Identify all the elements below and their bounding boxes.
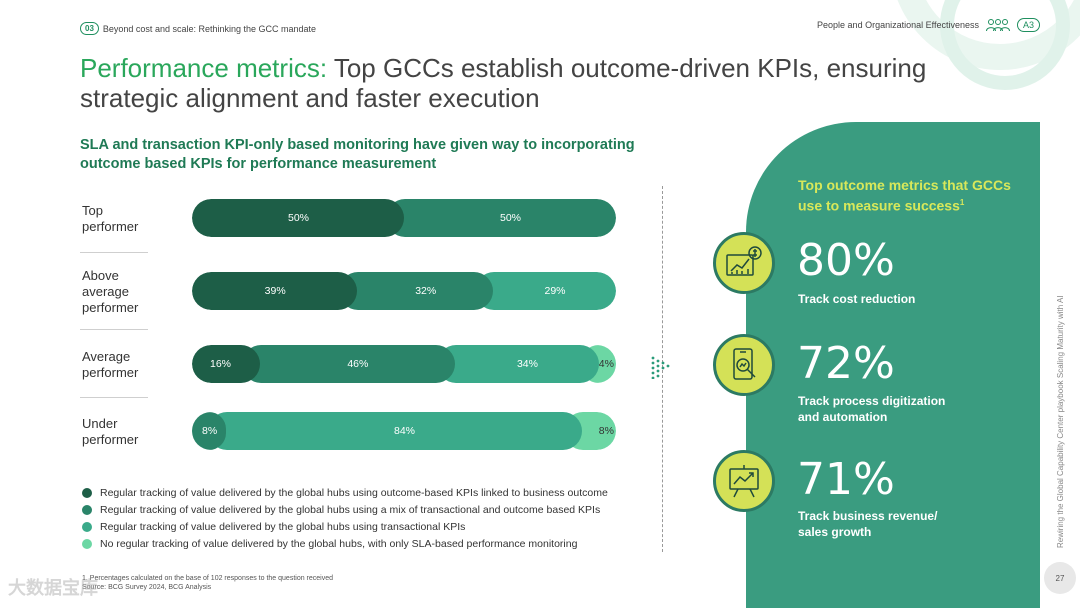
- metric-label-digitization: Track process digitization and automatio…: [798, 394, 946, 424]
- chapter-title: Beyond cost and scale: Rethinking the GC…: [102, 23, 317, 34]
- section-indicator: People and Organizational Effectiveness …: [817, 18, 1040, 32]
- cost-chart-icon: [726, 246, 762, 276]
- legend-item-outcome: Regular tracking of value delivered by t…: [82, 484, 608, 501]
- bar-above-average: 39% 32% 29%: [192, 272, 616, 310]
- bar-segment-outcome: 16%: [192, 345, 260, 383]
- row-separator: [80, 397, 148, 398]
- legend-item-transactional: Regular tracking of value delivered by t…: [82, 518, 608, 535]
- row-label-above-average: Above average performer: [82, 268, 139, 315]
- bar-top-performer: 50% 50%: [192, 199, 616, 237]
- bar-data-label: 34%: [516, 358, 538, 370]
- legend-label: Regular tracking of value delivered by t…: [100, 486, 608, 499]
- footnote: 1. Percentages calculated on the base of…: [82, 574, 333, 592]
- legend-item-sla-only: No regular tracking of value delivered b…: [82, 535, 608, 552]
- bar-average: 16% 46% 34% 4%: [192, 345, 616, 383]
- bar-data-label: 50%: [288, 212, 310, 224]
- row-separator: [80, 252, 148, 253]
- bar-data-label: 4%: [598, 358, 614, 370]
- page-title-rest: Top GCCs establish outcome-driven KPIs, …: [80, 53, 927, 113]
- legend-dot: [82, 538, 92, 549]
- footnote-line: 1. Percentages calculated on the base of…: [82, 575, 334, 582]
- legend-dot: [82, 487, 92, 498]
- bar-data-label: 16%: [210, 358, 232, 370]
- bar-data-label: 39%: [264, 285, 286, 297]
- metric-value-cost: 80%: [797, 235, 895, 286]
- row-label-top-performer: Top performer: [82, 203, 139, 234]
- people-group-icon: [985, 19, 1010, 32]
- metric-value-revenue: 71%: [797, 454, 895, 505]
- section-label: People and Organizational Effectiveness: [817, 20, 979, 30]
- chart-legend: Regular tracking of value delivered by t…: [82, 484, 608, 552]
- bar-segment-mix: 50%: [386, 199, 616, 237]
- panel-title-superscript: 1: [959, 198, 965, 207]
- legend-dot: [82, 521, 92, 532]
- bar-data-label: 8%: [598, 425, 614, 437]
- row-label-under-performer: Under performer: [82, 416, 139, 447]
- bar-segment-mix: 46%: [241, 345, 455, 383]
- section-code-badge: A3: [1016, 18, 1040, 32]
- bar-segment-mix: 8%: [192, 412, 226, 450]
- side-document-title: Rewiring the Global Capability Center pl…: [1056, 295, 1065, 548]
- metric-icon-revenue: [713, 450, 775, 512]
- legend-dot: [82, 504, 92, 515]
- row-separator: [80, 329, 148, 330]
- chapter-number: 03: [80, 22, 99, 35]
- legend-label: Regular tracking of value delivered by t…: [100, 520, 466, 533]
- bar-segment-transactional: 34%: [436, 345, 600, 383]
- metric-label-revenue: Track business revenue/ sales growth: [798, 509, 938, 539]
- bar-segment-outcome: 50%: [192, 199, 404, 237]
- bar-data-label: 32%: [415, 285, 437, 297]
- page-number: 27: [1044, 562, 1076, 594]
- bar-segment-transactional: 84%: [207, 412, 583, 450]
- panel-title: Top outcome metrics that GCCs use to mea…: [798, 176, 1038, 215]
- metric-icon-digitization: [713, 334, 775, 396]
- bar-under-performer: 8% 84% 8%: [192, 412, 616, 450]
- outcome-metrics-panel: [746, 122, 1040, 608]
- legend-label: No regular tracking of value delivered b…: [100, 537, 578, 550]
- bar-data-label: 29%: [544, 285, 566, 297]
- row-label-average: Average performer: [82, 349, 139, 380]
- bar-segment-mix: 32%: [339, 272, 494, 310]
- page-title: Performance metrics: Top GCCs establish …: [80, 53, 980, 113]
- metric-label-cost: Track cost reduction: [798, 292, 916, 306]
- legend-label: Regular tracking of value delivered by t…: [100, 503, 601, 516]
- chapter-indicator: 03 Beyond cost and scale: Rethinking the…: [80, 22, 316, 35]
- footnote-source: Source: BCG Survey 2024, BCG Analysis: [82, 584, 212, 591]
- metric-value-digitization: 72%: [797, 338, 895, 389]
- bar-segment-outcome: 39%: [192, 272, 358, 310]
- growth-board-icon: [729, 465, 759, 498]
- bar-data-label: 8%: [202, 425, 218, 437]
- chart-subtitle: SLA and transaction KPI-only based monit…: [80, 137, 635, 172]
- panel-title-text: Top outcome metrics that GCCs use to mea…: [798, 177, 1011, 214]
- legend-item-mix: Regular tracking of value delivered by t…: [82, 501, 608, 518]
- metric-icon-cost: [713, 232, 775, 294]
- mobile-search-icon: [733, 348, 756, 380]
- dotted-arrow-icon: [651, 356, 670, 379]
- watermark: 大数据宝库: [8, 578, 98, 598]
- page-title-accent: Performance metrics:: [80, 53, 328, 83]
- bar-data-label: 50%: [500, 212, 522, 224]
- bar-data-label: 84%: [393, 425, 415, 437]
- bar-data-label: 46%: [347, 358, 369, 370]
- bar-segment-transactional: 29%: [475, 272, 616, 310]
